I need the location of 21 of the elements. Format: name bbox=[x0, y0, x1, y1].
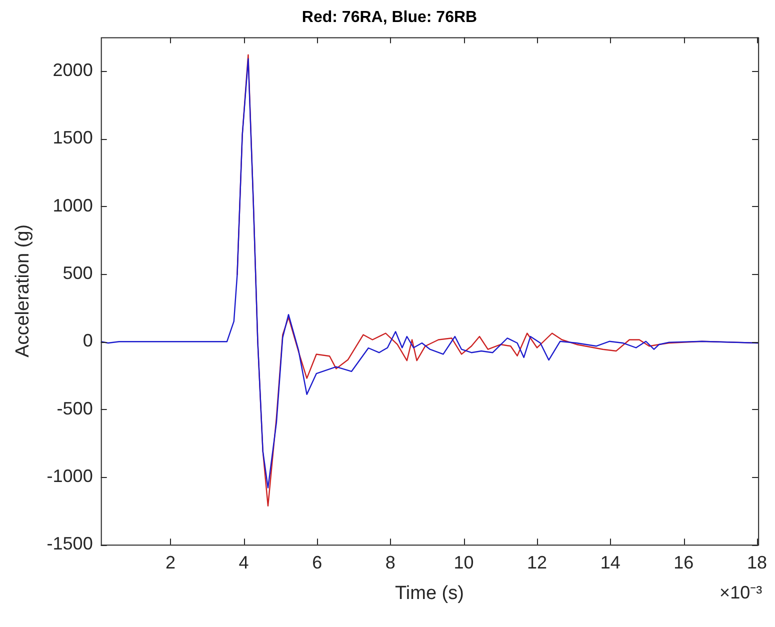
y-tick-label: 500 bbox=[62, 262, 93, 283]
x-tick-label: 10 bbox=[454, 552, 474, 572]
y-tick-label: -1500 bbox=[46, 534, 93, 554]
y-tick-label: -500 bbox=[56, 398, 93, 418]
x-tick-label: 18 bbox=[746, 552, 767, 572]
x-axis-title: Time (s) bbox=[394, 582, 464, 604]
chart-title: Red: 76RA, Blue: 76RB bbox=[302, 9, 478, 26]
y-tick-label: 0 bbox=[82, 330, 93, 351]
x-tick-label: 6 bbox=[312, 552, 322, 572]
y-tick-label: 1000 bbox=[52, 195, 93, 216]
text: ×10⁻³ bbox=[720, 582, 762, 603]
x-tick-label: 4 bbox=[238, 552, 249, 572]
x-tick-label: 14 bbox=[600, 552, 620, 572]
x-tick-label: 8 bbox=[385, 552, 396, 572]
y-tick-label: -1000 bbox=[46, 466, 93, 486]
y-tick-label: 1500 bbox=[52, 128, 93, 148]
x-tick-label: 12 bbox=[527, 552, 548, 572]
x-tick-label: 16 bbox=[674, 552, 694, 572]
y-axis-title: Acceleration (g) bbox=[12, 224, 34, 358]
y-tick-label: 2000 bbox=[52, 60, 93, 80]
x-tick-label: 2 bbox=[165, 552, 176, 572]
